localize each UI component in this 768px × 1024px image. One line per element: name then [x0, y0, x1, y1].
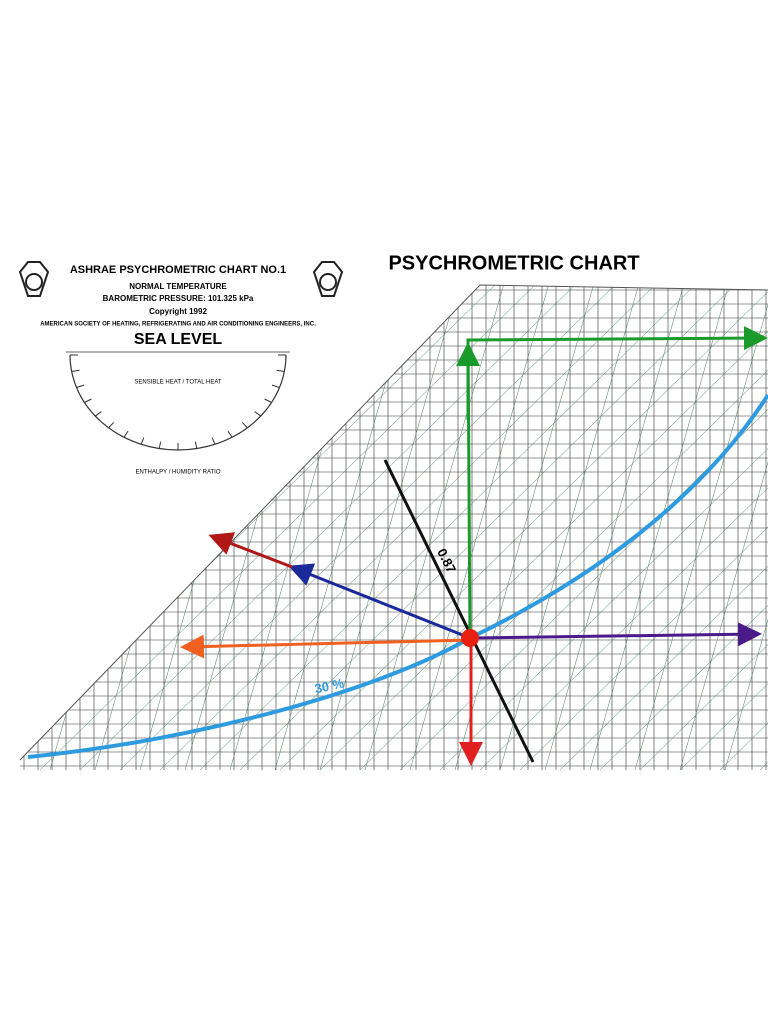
state-point — [461, 629, 479, 647]
grid-diagonal — [49, 285, 191, 770]
arrow-right — [469, 622, 762, 647]
grid-diagonal — [679, 285, 768, 770]
arrow-green — [466, 326, 768, 639]
legend-line: AMERICAN SOCIETY OF HEATING, REFRIGERATI… — [40, 322, 316, 328]
grid-diagonal — [499, 285, 641, 770]
grid-diagonal — [119, 285, 621, 770]
grid-diagonal — [634, 285, 768, 770]
ashrae-logo — [18, 261, 344, 297]
grid-diagonal — [724, 285, 768, 770]
legend-altitude: SEA LEVEL — [134, 331, 223, 348]
grid-diagonal — [439, 285, 768, 770]
protractor-tick — [158, 441, 162, 449]
rh-label: 30 % — [313, 675, 346, 696]
protractor-tick — [84, 398, 92, 403]
grid-diagonal — [159, 285, 661, 770]
grid-diagonal — [359, 285, 768, 770]
protractor-tick — [94, 411, 102, 417]
grid-diagonal — [454, 285, 596, 770]
arrow-darkred — [208, 532, 293, 569]
grid-diagonal — [559, 285, 768, 770]
grid-diagonal — [20, 285, 101, 770]
legend-title: ASHRAE PSYCHROMETRIC CHART NO.1 — [70, 264, 286, 276]
protractor-tick — [211, 437, 216, 445]
arrow-left — [180, 634, 471, 659]
arrow-blue — [288, 563, 471, 640]
grid-diagonal — [94, 285, 236, 770]
grid-diagonal — [409, 285, 551, 770]
grid-diagonal — [199, 285, 701, 770]
legend-line: BAROMETRIC PRESSURE: 101.325 kPa — [103, 294, 254, 303]
protractor-label: ENTHALPY / HUMIDITY RATIO — [135, 470, 220, 476]
grid-diagonal — [20, 285, 141, 770]
legend-line: NORMAL TEMPERATURE — [129, 282, 227, 291]
grid-diagonal — [20, 285, 461, 770]
grid-diagonal — [20, 285, 101, 770]
legend-line: Copyright 1992 — [149, 307, 207, 316]
grid-diagonal — [599, 285, 768, 770]
grid-diagonal — [20, 285, 221, 770]
grid-diagonal — [364, 285, 506, 770]
grid-diagonal — [719, 285, 768, 770]
protractor-tick — [241, 422, 248, 429]
grid-diagonal — [20, 285, 421, 770]
protractor-tick — [76, 384, 85, 388]
protractor-tick — [194, 441, 198, 449]
grid-diagonal — [20, 285, 341, 770]
protractor — [66, 351, 290, 451]
protractor-tick — [123, 430, 129, 438]
grid-diagonal — [20, 285, 261, 770]
grid-diagonal — [544, 285, 686, 770]
grid-diagonal — [519, 285, 768, 770]
protractor-ticks — [70, 354, 286, 450]
page-title: PSYCHROMETRIC CHART — [388, 252, 639, 274]
grid-diagonal — [229, 285, 371, 770]
protractor-tick — [254, 411, 262, 417]
grid-diagonal — [759, 285, 768, 770]
saturation-edge — [19, 284, 768, 761]
grid-diagonal — [479, 285, 768, 770]
grid-diagonal — [319, 285, 461, 770]
protractor-tick — [71, 369, 80, 372]
protractor-tick — [276, 369, 285, 372]
protractor-tick — [264, 398, 272, 403]
protractor-tick — [271, 384, 280, 388]
grid-diagonal — [20, 285, 146, 770]
grid-diagonal — [239, 285, 741, 770]
grid-diagonal — [679, 285, 768, 770]
grid-diagonal — [20, 285, 181, 770]
grid-diagonal — [639, 285, 768, 770]
grid-diagonal — [279, 285, 768, 770]
grid-diagonal — [139, 285, 281, 770]
protractor-tick — [227, 430, 233, 438]
grid-diagonal — [589, 285, 731, 770]
grid-diagonal — [274, 285, 416, 770]
protractor-tick — [108, 422, 115, 429]
protractor-label: SENSIBLE HEAT / TOTAL HEAT — [134, 380, 221, 386]
protractor-tick — [140, 437, 145, 445]
shr-line — [383, 459, 535, 763]
grid-diagonal — [20, 285, 501, 770]
